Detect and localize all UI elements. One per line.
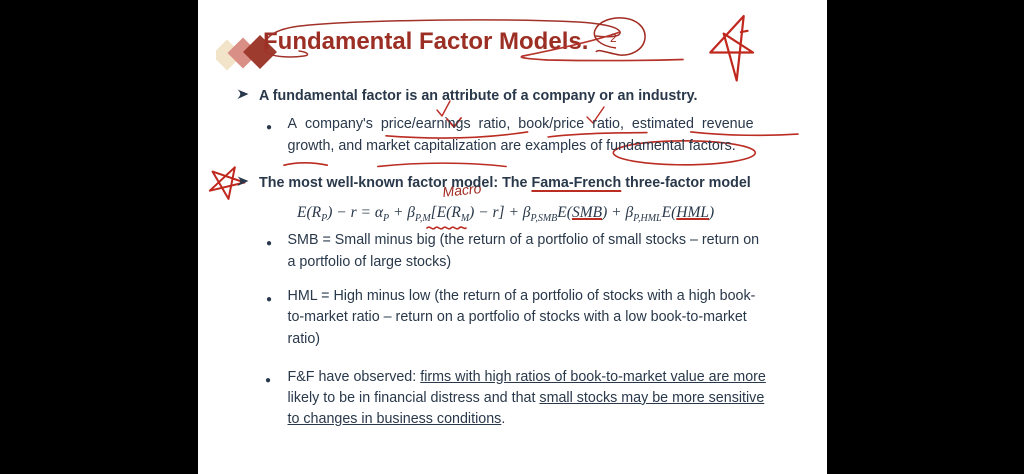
svg-text:2: 2 (610, 31, 617, 45)
